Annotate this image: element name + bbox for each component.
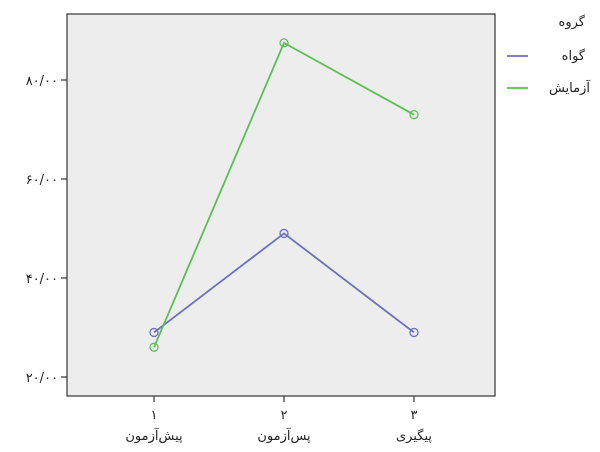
series-lines [149,38,419,352]
y-tick-label: ۴۰/۰۰ [26,272,58,287]
data-point [149,327,159,338]
x-tick-label: ۳ [411,408,418,423]
series-line-1 [153,41,415,348]
data-point [149,342,159,352]
data-point [409,110,419,120]
plot-area [66,13,496,397]
y-tick-label: ۲۰/۰۰ [26,371,58,386]
x-tick-label: ۲ [281,408,288,423]
series-line-0 [153,232,415,334]
data-point [279,38,289,48]
legend-label-control: گواه [562,48,586,64]
y-tick-label: ۸۰/۰۰ [26,74,58,89]
data-point [409,327,419,338]
x-tick-sublabel: پیگیری [396,428,432,444]
data-point [279,228,289,239]
x-tick-sublabel: پیش‌آزمون [125,427,183,444]
x-tick-label: ۱ [151,408,158,423]
x-axis: ۱ پیش‌آزمون ۲ پس‌آزمون ۳ پیگیری [125,396,432,444]
legend: گروه گواه آزمایش [507,14,591,96]
y-tick-label: ۶۰/۰۰ [26,173,58,188]
y-axis: ۲۰/۰۰ ۴۰/۰۰ ۶۰/۰۰ ۸۰/۰۰ [26,74,67,386]
legend-label-experiment: آزمایش [549,79,591,96]
legend-title: گروه [559,14,586,30]
x-tick-sublabel: پس‌آزمون [257,427,311,444]
